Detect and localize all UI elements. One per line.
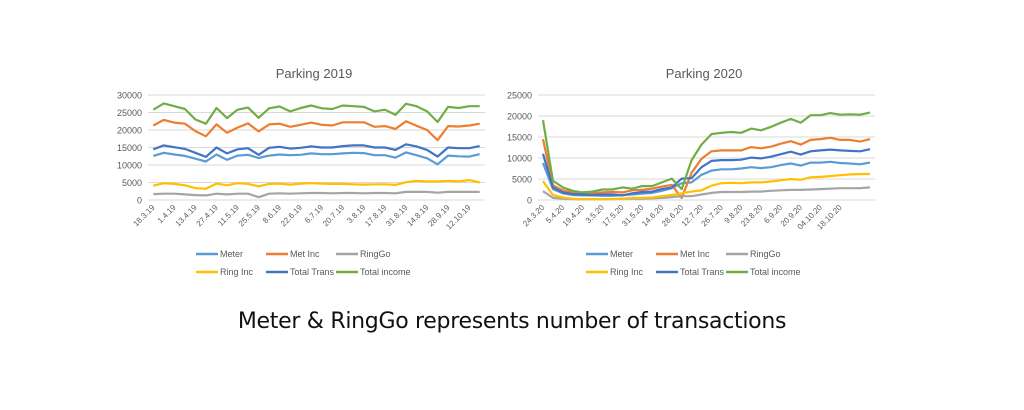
chart-title: Parking 2019: [276, 66, 353, 81]
legend-item: Total income: [336, 267, 411, 277]
legend-label: RingGo: [360, 249, 391, 259]
chart-title: Parking 2020: [666, 66, 743, 81]
y-tick-label: 5000: [122, 178, 142, 188]
legend-item: Met Inc: [266, 249, 320, 259]
legend-item: Ring Inc: [586, 267, 644, 277]
series-line-total-trans: [152, 143, 480, 158]
legend-label: Ring Inc: [610, 267, 644, 277]
x-tick-label: 25.5.19: [237, 203, 263, 229]
chart-parking-2020: Parking 2020 0 5000 10000 15000 20000 25000 24…: [490, 0, 890, 305]
x-tick-label: 31.8.19: [384, 203, 410, 229]
y-tick-label: 0: [137, 196, 142, 206]
series-line-met-inc: [541, 136, 871, 199]
y-tick-label: 15000: [117, 143, 142, 153]
y-tick-label: 25000: [117, 108, 142, 118]
x-tick-label: 19.4.20: [561, 203, 587, 229]
legend-item: Meter: [586, 249, 633, 259]
series-line-met-inc: [152, 118, 480, 142]
series-line-total-trans: [541, 148, 871, 197]
legend-item: RingGo: [336, 249, 391, 259]
legend-label: RingGo: [750, 249, 781, 259]
legend-item: RingGo: [726, 249, 781, 259]
y-tick-label: 5000: [512, 175, 532, 185]
legend-label: Total Trans: [680, 267, 725, 277]
series-line-total-income: [541, 111, 871, 194]
x-tick-label: 18.3.19: [131, 203, 157, 229]
series-line-ringgo: [153, 190, 480, 199]
chart-svg-2020: Parking 2020 0 5000 10000 15000 20000 25000 24…: [507, 66, 875, 277]
x-tick-label: 26.7.20: [700, 203, 726, 229]
legend-label: Total income: [360, 267, 411, 277]
y-tick-label: 15000: [507, 133, 532, 143]
legend-label: Total income: [750, 267, 801, 277]
x-tick-label: 22.6.19: [279, 203, 305, 229]
y-tick-label: 25000: [507, 91, 532, 101]
legend-item: Total Trans: [266, 267, 335, 277]
x-tick-label: 13.4.19: [174, 203, 200, 229]
x-tick-label: 17.8.19: [363, 203, 389, 229]
legend-item: Total Trans: [656, 267, 725, 277]
legend-label: Total Trans: [290, 267, 335, 277]
y-tick-label: 20000: [117, 126, 142, 136]
x-tick-label: 23.8.20: [739, 203, 765, 229]
x-tick-label: 14.8.19: [405, 203, 431, 229]
y-tick-label: 30000: [117, 91, 142, 101]
x-tick-label: 24.3.20: [521, 203, 547, 229]
legend-label: Met Inc: [680, 249, 710, 259]
series-line-total-income: [152, 102, 480, 125]
y-tick-label: 0: [527, 196, 532, 206]
caption: Meter & RingGo represents number of tran…: [237, 309, 787, 334]
legend-label: Met Inc: [290, 249, 320, 259]
chart-svg-2019: Parking 2019 0 5000 10000 15000 20000 25000 30…: [117, 66, 485, 277]
legend-item: Total income: [726, 267, 801, 277]
legend-item: Met Inc: [656, 249, 710, 259]
y-tick-label: 10000: [507, 154, 532, 164]
legend-label: Meter: [610, 249, 633, 259]
series-line-ring-inc: [542, 172, 870, 201]
legend-label: Ring Inc: [220, 267, 254, 277]
series-line-meter: [152, 151, 480, 166]
x-tick-label: 27.4.19: [195, 203, 221, 229]
legend-label: Meter: [220, 249, 243, 259]
y-tick-label: 10000: [117, 161, 142, 171]
chart-parking-2019: Parking 2019 0 5000 10000 15000 20000 25000 30…: [100, 0, 500, 305]
legend-item: Meter: [196, 249, 243, 259]
series-line-ring-inc: [153, 179, 480, 190]
x-tick-label: 20.7.19: [321, 203, 347, 229]
y-tick-label: 20000: [507, 112, 532, 122]
legend-item: Ring Inc: [196, 267, 254, 277]
